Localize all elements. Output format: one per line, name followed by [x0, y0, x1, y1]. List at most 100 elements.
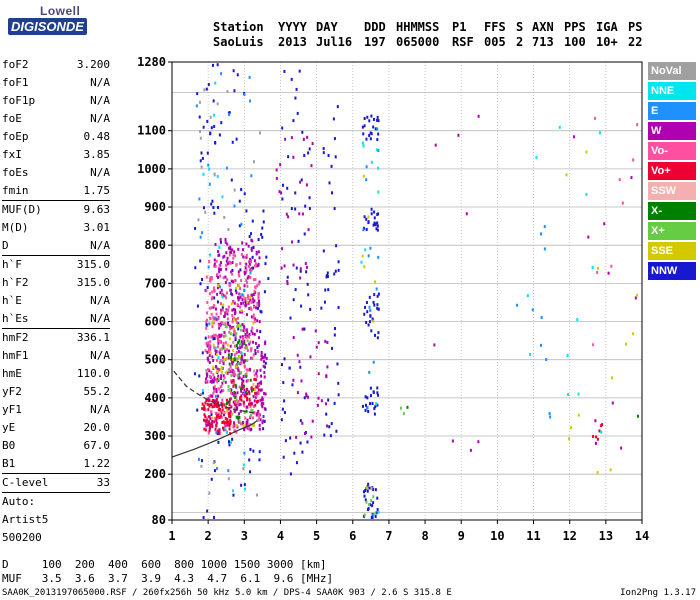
data-point-w [222, 413, 225, 417]
header-col-ddd: DDD 197 [364, 20, 386, 50]
data-point-nnw [283, 399, 286, 403]
data-point-x [238, 340, 241, 344]
param-value: N/A [90, 294, 110, 307]
data-point-nnw [295, 87, 298, 91]
data-point-vo [596, 437, 599, 441]
data-point-noval [199, 130, 202, 134]
data-point-vo [257, 399, 260, 403]
data-point-nne [577, 392, 580, 396]
data-point-nnw [232, 493, 235, 497]
data-point-w [233, 250, 236, 254]
data-point-vo [208, 374, 211, 378]
data-point-e [197, 457, 200, 461]
legend-item-noval: NoVal [648, 62, 696, 80]
data-point-w [258, 280, 261, 284]
data-point-x [243, 411, 246, 415]
data-point-vo [252, 387, 255, 391]
data-point-vo [213, 402, 216, 406]
param-value: 1.75 [83, 184, 111, 197]
data-point-nnw [249, 232, 252, 236]
data-point-x [236, 398, 239, 402]
data-point-x [402, 412, 405, 416]
data-point-nnw [216, 63, 219, 67]
data-point-vo [217, 408, 220, 412]
data-point-w [264, 340, 267, 344]
data-point-w [324, 339, 327, 343]
data-point-vo [214, 416, 217, 420]
data-point-nnw [202, 125, 205, 129]
data-point-w [252, 394, 255, 398]
data-point-nnw [220, 121, 223, 125]
data-point-w [242, 359, 245, 363]
param-value: N/A [90, 403, 110, 416]
data-point-w [250, 246, 253, 250]
data-point-vo [207, 430, 210, 434]
data-point-w [630, 176, 633, 180]
data-point-vo [234, 399, 237, 403]
data-point-nnw [369, 314, 372, 318]
data-point-nnw [376, 224, 379, 228]
data-point-w [296, 391, 299, 395]
data-point-vo [205, 275, 208, 279]
data-point-e [222, 366, 225, 370]
data-point-w [244, 266, 247, 270]
data-point-nnw [200, 151, 203, 155]
data-point-w [248, 307, 251, 311]
data-point-w [286, 282, 289, 286]
data-point-w [309, 355, 312, 359]
data-point-w [243, 388, 246, 392]
data-point-w [220, 389, 223, 393]
data-point-vo [257, 296, 260, 300]
data-point-w [248, 262, 251, 266]
data-point-vo [229, 418, 232, 422]
data-point-nnw [307, 293, 310, 297]
data-point-vo [231, 314, 234, 318]
data-point-vo [229, 420, 232, 424]
data-point-e [368, 305, 371, 309]
data-point-w [229, 247, 232, 251]
header-col-value: 197 [364, 35, 386, 49]
param-row: yF1 N/A [2, 401, 110, 419]
data-point-nnw [231, 437, 234, 441]
data-point-nnw [372, 487, 375, 491]
data-point-x [224, 403, 227, 407]
data-point-w [233, 329, 236, 333]
data-point-nnw [295, 461, 298, 465]
data-point-vo [208, 343, 211, 347]
data-point-w [253, 259, 256, 263]
header-col-value: RSF [452, 35, 474, 49]
data-point-w [235, 291, 238, 295]
data-point-nnw [308, 207, 311, 211]
data-point-w [246, 421, 249, 425]
data-point-nnw [376, 336, 379, 340]
data-point-vo [256, 350, 259, 354]
data-point-w [237, 376, 240, 380]
data-point-w [214, 349, 217, 353]
header-col-title: HHMMSS [396, 20, 440, 34]
param-row: yF2 55.2 [2, 383, 110, 401]
data-point-vo [215, 259, 218, 263]
data-point-nnw [369, 386, 372, 390]
x-tick-label: 8 [421, 529, 428, 543]
data-point-sse [632, 332, 635, 336]
data-point-w [243, 353, 246, 357]
header-col-value: 22 [628, 35, 643, 49]
data-point-vo [218, 264, 221, 268]
data-point-sse [609, 468, 612, 472]
data-point-w [215, 390, 218, 394]
param-label: hmE [2, 367, 22, 380]
data-point-vo [214, 411, 217, 415]
data-point-nnw [201, 391, 204, 395]
data-point-nnw [267, 277, 270, 281]
data-point-nnw [333, 137, 336, 141]
data-point-w [263, 355, 266, 359]
data-point-vo [230, 380, 233, 384]
data-point-nnw [361, 404, 364, 408]
data-point-w [320, 399, 323, 403]
data-point-e [216, 467, 219, 471]
data-point-nnw [362, 132, 365, 136]
data-point-w [260, 380, 263, 384]
data-point-w [259, 388, 262, 392]
data-point-w [260, 402, 263, 406]
data-point-vo [248, 392, 251, 396]
